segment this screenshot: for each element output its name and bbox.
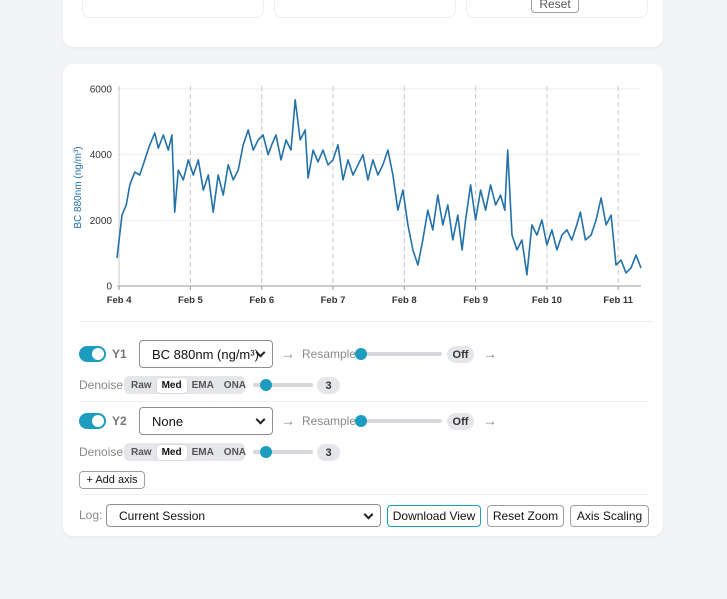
axis-toggle[interactable] [79,413,106,429]
x-tick-label: Feb 6 [249,295,274,306]
x-tick-label: Feb 4 [107,295,133,306]
separator [79,401,649,402]
y-tick-label: 2000 [90,216,113,227]
summary-card [82,0,264,18]
denoise-option[interactable]: Raw [131,379,152,391]
denoise-label: Denoise [79,445,124,459]
toggle-knob [92,415,104,427]
action-button[interactable]: Download View [387,505,481,527]
resample-label: Resample [302,414,357,428]
axis-select[interactable]: BC 880nm (ng/m³) [139,340,273,368]
x-tick-label: Feb 10 [532,295,562,306]
separator [79,321,653,322]
toggle-knob [92,348,104,360]
y-tick-label: 0 [106,282,112,293]
slider-thumb[interactable] [355,415,367,427]
denoise-option[interactable]: EMA [191,379,214,391]
y-tick-label: 6000 [90,85,113,96]
select-text: None [152,413,184,429]
denoise-strength: 3 [317,377,340,394]
slider-track [360,352,442,356]
denoise-option[interactable]: Med [156,377,187,393]
arrow-icon: → [281,412,295,429]
separator [79,494,649,495]
chart: 0 2000 4000 6000 Feb 4 Feb 5 Feb 6 Feb 7 Feb 8 Fe… [73,85,642,306]
slider-thumb[interactable] [260,446,272,458]
slider-track [360,419,442,423]
x-tick-label: Feb 9 [463,295,488,306]
x-tick-label: Feb 7 [321,295,346,306]
x-tick-label: Feb 5 [178,295,204,306]
chevron [363,509,374,520]
arrow-icon: → [483,412,497,429]
action-button[interactable]: Axis Scaling [570,505,649,527]
resample-value: Off [447,346,474,363]
denoise-options: Raw Med EMA ONA [124,443,246,461]
denoise-option[interactable]: ONA [223,446,247,458]
y-axis-label: BC 880nm (ng/m³) [73,146,84,228]
denoise-option[interactable]: Med [156,444,187,460]
denoise-options: Raw Med EMA ONA [124,376,246,394]
top-card: Reset [63,0,663,47]
slider-thumb[interactable] [355,348,367,360]
select-text: Current Session [119,508,206,523]
reset-button[interactable]: Reset [531,0,579,13]
chevron [255,414,266,425]
add-axis-button[interactable]: + Add axis [79,471,145,489]
denoise-option[interactable]: EMA [191,446,214,458]
log-label: Log: [79,508,103,522]
select-text: BC 880nm (ng/m³) [152,346,259,362]
axis-label: Y1 [112,347,127,361]
slider-track [253,383,313,387]
resample-value: Off [447,413,474,430]
log-select[interactable]: Current Session [106,504,381,527]
denoise-strength: 3 [317,444,340,461]
denoise-option[interactable]: ONA [223,379,247,391]
axis-toggle[interactable] [79,346,106,362]
denoise-label: Denoise [79,378,124,392]
axis-label: Y2 [112,414,127,428]
x-tick-label: Feb 11 [603,295,633,306]
arrow-icon: → [281,345,295,362]
slider-thumb[interactable] [260,379,272,391]
data-line [116,99,642,276]
denoise-option[interactable]: Raw [131,446,152,458]
axis-select[interactable]: None [139,407,273,435]
slider-track [253,450,313,454]
summary-card [274,0,456,18]
y-tick-label: 4000 [90,150,113,161]
action-button[interactable]: Reset Zoom [487,505,564,527]
arrow-icon: → [483,345,497,362]
x-tick-label: Feb 8 [392,295,417,306]
resample-label: Resample [302,347,357,361]
